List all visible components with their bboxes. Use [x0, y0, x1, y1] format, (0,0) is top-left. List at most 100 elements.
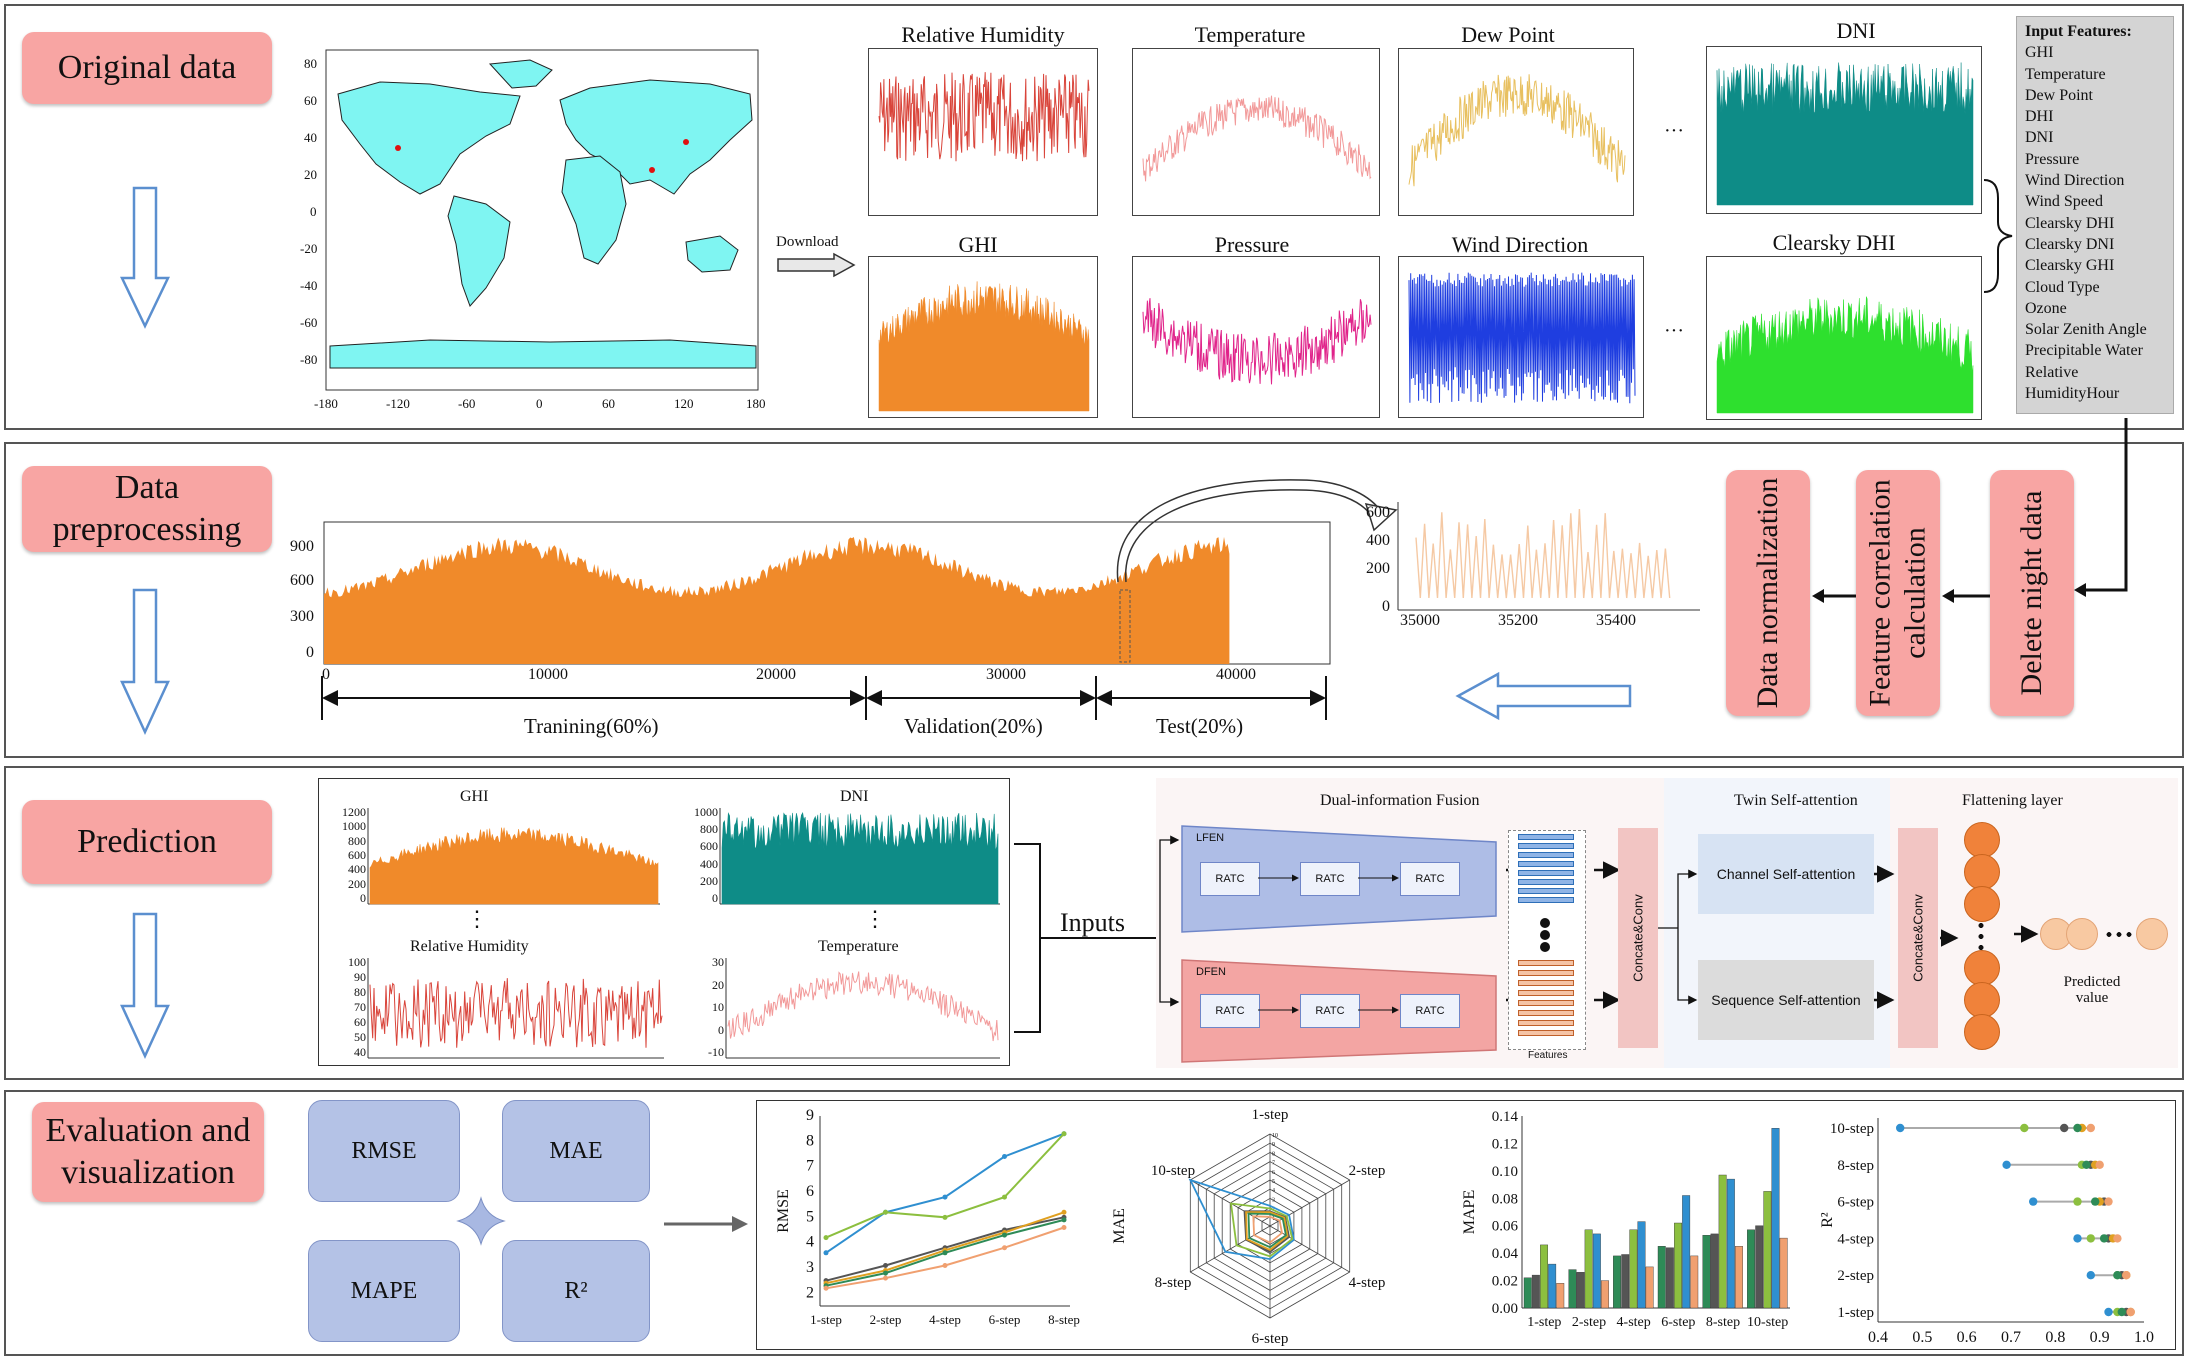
split-test: Test(20%) [1156, 714, 1244, 738]
rmse-point [1061, 1224, 1067, 1230]
mini-title-relative-humidity: Relative Humidity [410, 938, 529, 955]
mini-title-temperature: Temperature [818, 938, 899, 955]
series-xtick: 10000 [528, 666, 568, 683]
mini-ytick: 600 [700, 839, 718, 854]
mini-line [727, 971, 999, 1042]
rmse-xtick: 1-step [810, 1312, 842, 1327]
mape-xtick: 6-step [1661, 1315, 1695, 1330]
r2-ytick: 6-step [1837, 1195, 1874, 1211]
feature-bar [1518, 888, 1574, 894]
ellipsis: ··· [1664, 120, 1684, 142]
r2-ylabel: R² [1819, 1212, 1836, 1228]
mape-ytick: 0.14 [1492, 1109, 1519, 1125]
mini-ytick: 200 [348, 876, 366, 891]
panel-pressure [1132, 256, 1380, 418]
rmse-point [823, 1235, 829, 1241]
output-neuron [2066, 918, 2098, 950]
map-xtick: -60 [458, 396, 476, 411]
mape-bar [1576, 1272, 1585, 1309]
mini-ytick: 0 [712, 891, 718, 905]
rmse-ytick: 4 [806, 1234, 814, 1251]
map-ytick: 60 [304, 93, 317, 108]
twin-title: Twin Self-attention [1734, 792, 1858, 809]
feature-item: Clearsky GHI [2025, 257, 2115, 275]
feature-bar [1518, 834, 1574, 840]
mae-series [1252, 1215, 1283, 1244]
map-ytick: 80 [304, 56, 317, 71]
rmse-ytick: 5 [806, 1208, 814, 1225]
mape-ytick: 0.10 [1492, 1164, 1518, 1180]
panel-title-temperature: Temperature [1194, 22, 1306, 47]
r2-point [2073, 1197, 2082, 1206]
ratc-block: RATC [1400, 994, 1460, 1028]
feature-bar [1518, 1000, 1574, 1006]
output-ellipsis [2104, 932, 2134, 937]
mae-ring-label: 4 [1272, 1188, 1275, 1194]
inputs-bracket [1014, 843, 1158, 1033]
fusion-title: Dual-information Fusion [1320, 792, 1480, 809]
mape-bar [1645, 1266, 1654, 1309]
mini-temp-yticks: 30 20 10 0 -10 [692, 955, 724, 1059]
rmse-line-chart: 9 8 7 6 5 4 3 2 1-step 2-step 4-step 6-step 8-step RM… [775, 1107, 1080, 1327]
feature-item: Precipitable Water [2025, 342, 2143, 360]
mae-ring-label: 3 [1272, 1197, 1275, 1203]
feature-bar [1518, 879, 1574, 885]
mini-ytick: 90 [354, 970, 366, 984]
predicted-value-label: Predicted value [2063, 974, 2121, 1006]
series-ytick: 0 [306, 644, 314, 661]
mape-bar [1710, 1233, 1719, 1309]
download-arrow [777, 252, 856, 278]
mape-bar [1674, 1222, 1683, 1309]
feature-item: Temperature [2025, 65, 2106, 83]
mape-bar [1702, 1235, 1711, 1309]
panel-title-clearsky-dhi: Clearsky DHI [1772, 230, 1896, 255]
r2-ytick: 1-step [1837, 1305, 1874, 1321]
r2-ytick: 8-step [1837, 1158, 1874, 1174]
mini-ytick: 40 [354, 1045, 366, 1059]
mae-axis-label: 8-step [1155, 1275, 1192, 1291]
rmse-point [823, 1285, 829, 1291]
mape-bar [1540, 1244, 1549, 1309]
metric-rmse: RMSE [308, 1100, 460, 1202]
zoom-xtick: 35400 [1596, 612, 1636, 629]
feature-item: Solar Zenith Angle [2025, 321, 2147, 339]
r2-dot-chart: 0.4 0.5 0.6 0.7 0.8 0.9 1.0 R² 10-step 8-step 6-st… [1819, 1118, 2154, 1346]
panel-title-pressure: Pressure [1214, 232, 1290, 257]
step-label: Data normalization [1750, 477, 1784, 709]
rmse-series-line [825, 1133, 1065, 1239]
neuron [1964, 822, 2000, 858]
lfen-label: LFEN [1196, 832, 1225, 844]
mini-ghi-yticks: 1200 1000 800 600 400 200 0 [322, 805, 366, 905]
signal-area [1716, 62, 1974, 206]
split-markers [321, 676, 1327, 720]
map-ytick: -80 [300, 352, 318, 367]
panel-wind-direction [1398, 256, 1644, 418]
mini-ytick: 50 [354, 1030, 366, 1044]
mini-ytick: 70 [354, 1000, 366, 1014]
mini-title-ghi: GHI [460, 788, 489, 805]
rmse-point [1061, 1209, 1067, 1215]
mape-bar [1548, 1263, 1557, 1309]
zoom-xtick: 35200 [1498, 612, 1538, 629]
rmse-point [1002, 1232, 1007, 1238]
output-neuron [2040, 918, 2072, 950]
r2-ytick: 10-step [1830, 1121, 1874, 1137]
series-ytick: 600 [290, 572, 314, 589]
metric-mape: MAPE [308, 1240, 460, 1342]
mini-ytick: 400 [700, 856, 718, 871]
mae-series [1229, 1202, 1294, 1258]
feature-item: Ozone [2025, 299, 2067, 317]
section-evaluation [4, 1090, 2184, 1356]
input-features-box: Input Features: GHI Temperature Dew Point D… [2016, 16, 2174, 414]
metric-mae: MAE [502, 1100, 650, 1202]
network-diagram: Dual-information Fusion Twin Self-attent… [1156, 778, 2178, 1068]
mini-ghi-chart [367, 808, 660, 905]
r2-point [2126, 1307, 2135, 1317]
r2-xtick: 0.5 [1912, 1329, 1932, 1346]
mae-axis-label: 6-step [1252, 1331, 1289, 1347]
map-xtick: -120 [386, 396, 410, 411]
panel-ghi [868, 256, 1098, 418]
r2-xtick: 0.4 [1868, 1329, 1888, 1346]
mae-ring-label: 8 [1272, 1151, 1275, 1157]
r2-point [2073, 1234, 2082, 1243]
